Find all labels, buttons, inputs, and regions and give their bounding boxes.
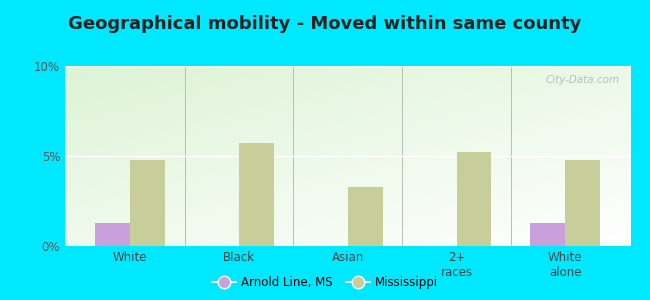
Bar — [566, 160, 600, 246]
Text: City-Data.com: City-Data.com — [545, 75, 619, 85]
Text: Geographical mobility - Moved within same county: Geographical mobility - Moved within sam… — [68, 15, 582, 33]
Bar — [530, 223, 566, 246]
Bar — [348, 187, 383, 246]
Bar — [456, 152, 491, 246]
Bar — [239, 143, 274, 246]
Bar — [96, 223, 130, 246]
Bar — [130, 160, 165, 246]
Legend: Arnold Line, MS, Mississippi: Arnold Line, MS, Mississippi — [207, 272, 443, 294]
